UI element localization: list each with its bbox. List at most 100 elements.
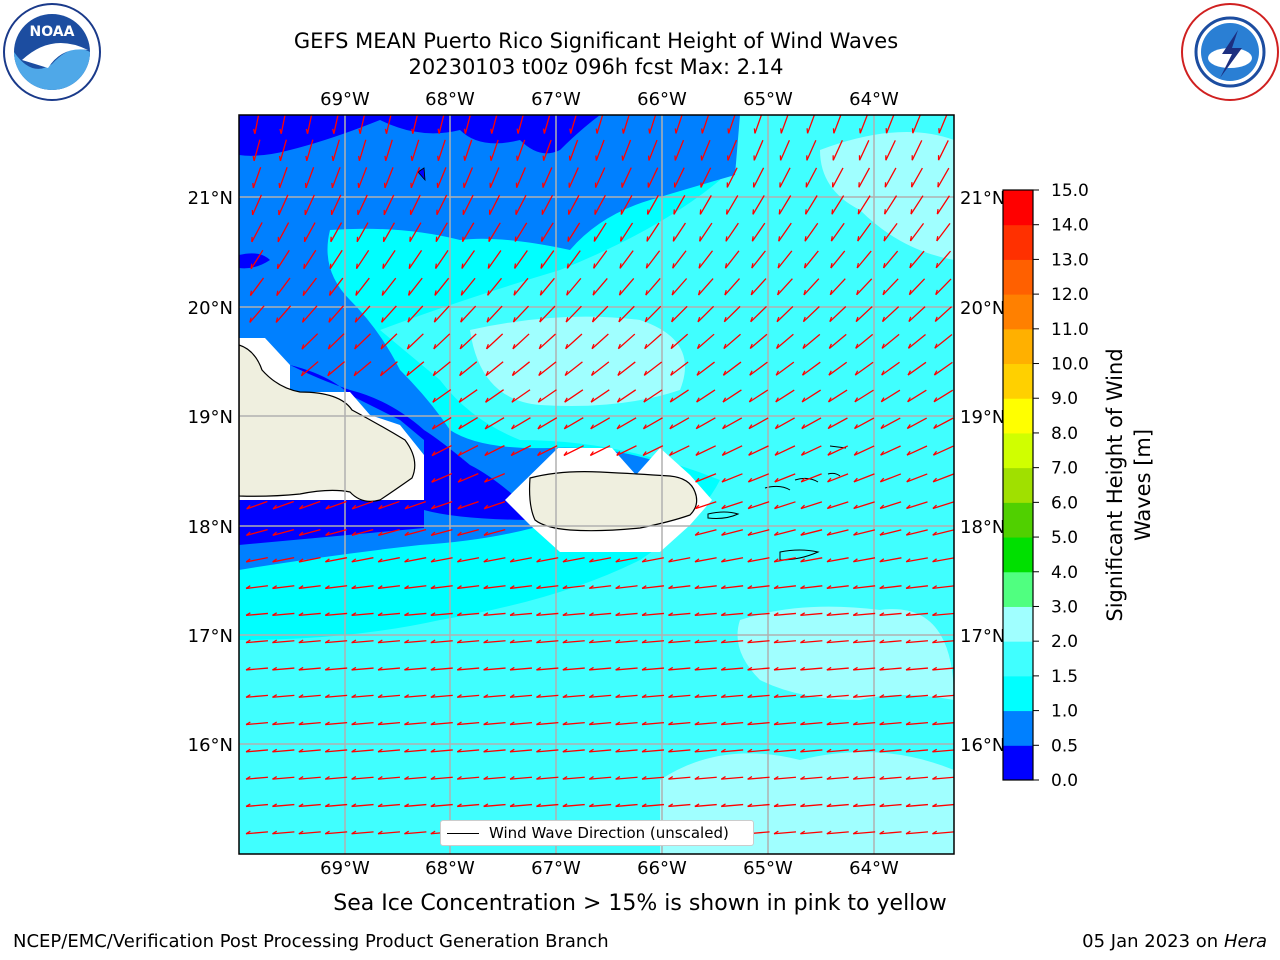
wave-direction-arrow bbox=[457, 529, 479, 536]
wave-direction-arrowhead bbox=[485, 370, 489, 376]
wave-direction-arrowhead bbox=[355, 263, 358, 269]
wave-direction-arrow bbox=[383, 194, 395, 216]
wave-direction-arrow bbox=[378, 528, 400, 537]
wave-direction-arrowhead bbox=[750, 316, 754, 323]
wave-direction-arrowhead bbox=[852, 748, 858, 753]
wave-direction-arrow bbox=[249, 277, 265, 297]
wave-direction-arrowhead bbox=[852, 639, 858, 644]
lat-label-21n-right: 21°N bbox=[960, 188, 1005, 209]
wave-direction-arrowhead bbox=[588, 776, 594, 780]
wave-direction-arrowhead bbox=[905, 639, 911, 644]
wave-direction-arrowhead bbox=[720, 666, 726, 671]
wave-direction-arrowhead bbox=[484, 858, 488, 861]
wave-direction-arrowhead bbox=[538, 370, 542, 376]
wave-direction-arrowhead bbox=[377, 721, 383, 726]
wave-direction-arrowhead bbox=[747, 666, 753, 671]
wave-direction-arrowhead bbox=[592, 290, 595, 296]
wave-direction-arrow bbox=[853, 640, 876, 644]
map-plot-area bbox=[239, 115, 954, 861]
wave-direction-arrowhead bbox=[879, 558, 885, 563]
wave-direction-arrow bbox=[568, 167, 579, 188]
wave-direction-arrow bbox=[802, 333, 821, 349]
wave-direction-arrowhead bbox=[509, 803, 515, 808]
wave-direction-arrowhead bbox=[934, 343, 938, 349]
wave-direction-arrow bbox=[595, 167, 606, 188]
wave-direction-arrowhead bbox=[827, 397, 832, 403]
wave-direction-arrow bbox=[879, 803, 902, 808]
wave-direction-arrow bbox=[592, 277, 608, 296]
wave-direction-arrowhead bbox=[377, 830, 383, 835]
wave-direction-arrowhead bbox=[932, 721, 938, 726]
wave-direction-arrowhead bbox=[589, 451, 594, 456]
wave-direction-arrow bbox=[562, 721, 585, 726]
lat-label-19n-right: 19°N bbox=[960, 407, 1005, 428]
wave-direction-arrowhead bbox=[483, 776, 489, 780]
wave-direction-arrowhead bbox=[483, 477, 489, 483]
wave-direction-arrow bbox=[615, 749, 638, 753]
wave-direction-arrow bbox=[246, 500, 268, 510]
wave-direction-arrow bbox=[826, 529, 849, 536]
wave-direction-arrowhead bbox=[380, 344, 384, 350]
colorbar bbox=[1002, 189, 1034, 781]
wave-direction-arrowhead bbox=[510, 858, 514, 861]
wave-direction-arrow bbox=[430, 694, 453, 698]
wave-direction-arrowhead bbox=[245, 639, 251, 644]
wave-direction-arrow bbox=[800, 859, 822, 861]
wave-direction-arrow bbox=[591, 333, 609, 350]
wave-direction-arrow bbox=[721, 721, 744, 726]
wave-direction-arrowhead bbox=[351, 531, 357, 536]
wave-direction-arrowhead bbox=[697, 290, 701, 296]
wave-direction-arrow bbox=[880, 473, 902, 483]
wave-direction-arrow bbox=[254, 115, 260, 134]
wave-direction-arrowhead bbox=[590, 424, 595, 430]
wave-direction-arrowhead bbox=[668, 558, 673, 563]
wave-direction-arrow bbox=[590, 389, 610, 403]
wave-direction-arrow bbox=[437, 139, 446, 161]
wave-zone-0-passage bbox=[290, 365, 540, 520]
wave-direction-arrowhead bbox=[801, 370, 806, 376]
wave-direction-arrowhead bbox=[775, 370, 780, 376]
wave-direction-arrow bbox=[486, 333, 504, 350]
wave-direction-arrowhead bbox=[773, 776, 779, 780]
wave-direction-arrow bbox=[589, 640, 612, 644]
wave-direction-arrow bbox=[410, 194, 421, 216]
wave-direction-arrow bbox=[279, 139, 287, 162]
wave-direction-arrow bbox=[538, 333, 556, 350]
wave-direction-arrow bbox=[325, 776, 348, 780]
wave-direction-arrow bbox=[721, 473, 743, 483]
wave-direction-arrow bbox=[620, 222, 634, 242]
wave-direction-arrow bbox=[800, 667, 823, 671]
wave-direction-arrow bbox=[826, 721, 849, 726]
wave-direction-arrowhead bbox=[721, 451, 726, 456]
wave-direction-arrow bbox=[853, 831, 876, 835]
wave-direction-arrowhead bbox=[324, 721, 330, 726]
wave-direction-arrowhead bbox=[854, 424, 858, 429]
wave-direction-arrow bbox=[516, 167, 526, 188]
wave-direction-arrow bbox=[483, 529, 506, 536]
wave-direction-arrowhead bbox=[512, 343, 516, 350]
wave-direction-arrow bbox=[489, 194, 501, 215]
wave-direction-arrowhead bbox=[456, 776, 462, 780]
wave-direction-arrow bbox=[750, 305, 767, 323]
wave-direction-arrowhead bbox=[932, 504, 937, 509]
wave-direction-arrow bbox=[721, 612, 744, 617]
wave-direction-arrow bbox=[408, 250, 423, 269]
wave-direction-arrow bbox=[857, 195, 871, 215]
wave-direction-arrowhead bbox=[298, 721, 304, 726]
wave-direction-arrowhead bbox=[932, 477, 938, 483]
wave-direction-arrow bbox=[669, 417, 690, 430]
wave-direction-arrow bbox=[464, 139, 473, 161]
wave-direction-arrow bbox=[618, 278, 635, 296]
wave-direction-arrow bbox=[751, 222, 766, 242]
wave-direction-arrow bbox=[775, 361, 795, 376]
wave-direction-arrowhead bbox=[749, 370, 753, 376]
wave-direction-arrowhead bbox=[298, 830, 304, 835]
wave-direction-arrowhead bbox=[773, 639, 779, 644]
wave-direction-arrow bbox=[459, 361, 478, 377]
colorbar-tick-label: 3.0 bbox=[1051, 597, 1078, 617]
wave-direction-arrow bbox=[854, 361, 874, 376]
wave-direction-arrowhead bbox=[539, 290, 543, 296]
wave-direction-arrow bbox=[694, 529, 717, 536]
wave-direction-arrow bbox=[272, 694, 295, 698]
wave-direction-arrowhead bbox=[773, 666, 779, 671]
